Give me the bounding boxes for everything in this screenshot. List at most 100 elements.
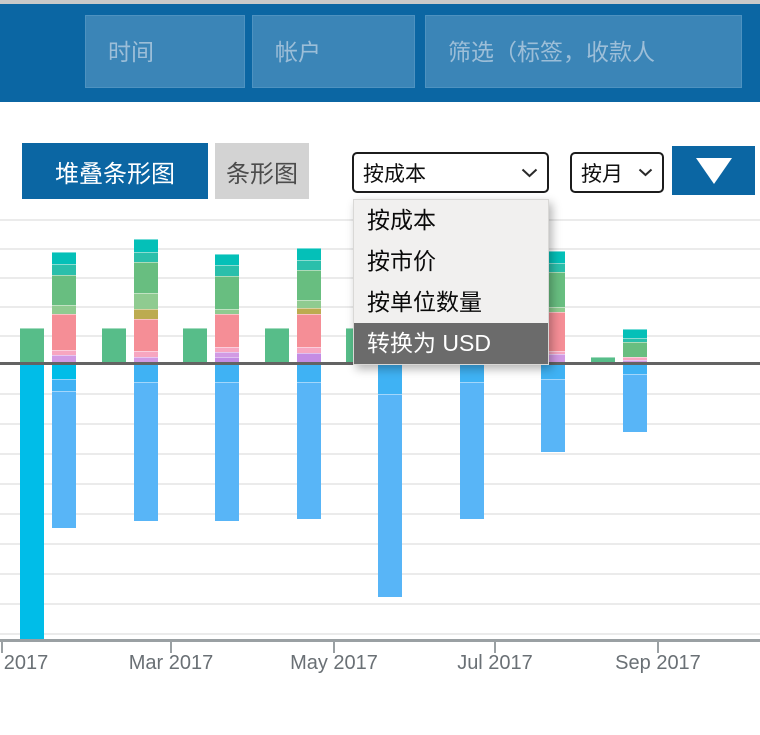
stacked-bar-chart-button[interactable]: 堆叠条形图	[22, 143, 208, 199]
x-axis-label: Mar 2017	[128, 652, 214, 674]
month-bar-income[interactable]	[509, 0, 533, 735]
x-axis-label: Sep 2017	[615, 652, 701, 674]
bar-segment-coral	[134, 319, 158, 351]
bar-segment-teal	[623, 329, 647, 338]
bar-segment-green_light	[297, 300, 321, 308]
bar-segment-teal2	[623, 338, 647, 342]
x-axis-label: Jul 2017	[457, 652, 533, 674]
month-bar-income[interactable]	[346, 0, 370, 735]
bar-segment-coral	[215, 314, 239, 347]
x-axis-label: May 2017	[290, 652, 378, 674]
month-bar-stacked[interactable]	[215, 0, 239, 735]
month-bar-stacked[interactable]	[378, 0, 402, 735]
x-axis-tick	[333, 642, 335, 653]
menu-item[interactable]: 按单位数量	[367, 289, 482, 315]
bar-segment-teal2	[297, 260, 321, 270]
bar-segment-green_light	[134, 293, 158, 309]
bar-segment-blue_light	[541, 379, 565, 452]
triangle-down-icon	[695, 157, 732, 184]
bar-segment-green_light	[541, 307, 565, 312]
bar-segment-purple	[297, 353, 321, 364]
bar-segment-blue_dark	[297, 364, 321, 382]
value-mode-select-value: 按成本	[363, 162, 426, 186]
filter-bar: 时间 帐户 筛选（标签，收款人	[0, 4, 760, 102]
month-bar-income[interactable]	[428, 0, 452, 735]
bar-segment-green_light	[215, 309, 239, 314]
bar-segment-green_single	[265, 328, 289, 364]
month-bar-income[interactable]	[265, 0, 289, 735]
bar-chart-button[interactable]: 条形图	[215, 143, 309, 199]
bar-segment-teal2	[215, 265, 239, 276]
bar-segment-pink	[623, 357, 647, 360]
bar-segment-green_single	[20, 328, 44, 364]
bar-segment-green	[623, 342, 647, 357]
bar-segment-pink	[52, 350, 76, 355]
bar-segment-blue_light	[297, 382, 321, 519]
top-strip	[0, 0, 760, 4]
tags-payee-filter-input[interactable]: 筛选（标签，收款人	[425, 15, 742, 88]
value-mode-select[interactable]: 按成本	[352, 152, 549, 193]
bar-segment-pink	[215, 347, 239, 352]
menu-item[interactable]: 按市价	[367, 248, 436, 274]
bar-segment-olive	[297, 308, 321, 314]
bar-segment-cyan	[20, 364, 44, 639]
bar-segment-blue_dark	[52, 379, 76, 391]
value-mode-dropdown-menu: 按成本按市价按单位数量转换为 USD	[353, 199, 549, 365]
month-bar-income[interactable]	[183, 0, 207, 735]
bar-segment-blue_dark	[541, 364, 565, 379]
bar-segment-teal	[297, 248, 321, 260]
bar-segment-violet	[541, 354, 565, 364]
bar-segment-green_light	[52, 305, 76, 314]
gridline	[0, 633, 760, 635]
month-bar-stacked[interactable]	[541, 0, 565, 735]
month-bar-stacked[interactable]	[134, 0, 158, 735]
bar-segment-teal	[52, 252, 76, 264]
bar-segment-green_single	[183, 328, 207, 364]
account-filter-input[interactable]: 帐户	[252, 15, 415, 88]
month-bar-stacked[interactable]	[52, 0, 76, 735]
bar-segment-blue_light	[215, 382, 239, 521]
month-bar-stacked[interactable]	[297, 0, 321, 735]
month-bar-income[interactable]	[20, 0, 44, 735]
bar-segment-teal	[134, 239, 158, 252]
bar-segment-pink	[541, 351, 565, 354]
bar-segment-violet	[134, 357, 158, 364]
menu-item[interactable]: 按成本	[367, 207, 436, 233]
bar-segment-coral	[297, 314, 321, 347]
bar-segment-violet	[52, 355, 76, 364]
bar-segment-green	[52, 275, 76, 305]
x-axis-label: 2017	[3, 652, 49, 674]
bar-segment-pink	[134, 351, 158, 357]
bar-segment-green_single	[591, 357, 615, 364]
month-bar-income[interactable]	[102, 0, 126, 735]
x-axis-tick	[657, 642, 659, 653]
period-select[interactable]: 按月	[570, 152, 664, 193]
menu-item[interactable]: 转换为 USD	[354, 323, 548, 364]
bar-segment-blue_dark	[378, 364, 402, 394]
gridline	[0, 603, 760, 605]
bar-segment-blue_dark	[134, 364, 158, 382]
month-bar-stacked[interactable]	[460, 0, 484, 735]
bar-segment-blue_light	[460, 382, 484, 519]
expand-chart-button[interactable]	[672, 146, 755, 195]
bar-segment-teal2	[134, 252, 158, 262]
period-select-value: 按月	[581, 162, 623, 186]
bar-segment-pink	[297, 347, 321, 353]
time-filter-input[interactable]: 时间	[85, 15, 245, 88]
bar-segment-blue_dark	[623, 364, 647, 374]
bar-segment-green	[134, 262, 158, 293]
bar-segment-violet	[215, 352, 239, 357]
month-bar-stacked[interactable]	[623, 0, 647, 735]
x-axis-tick	[1, 642, 3, 653]
bar-segment-cyan	[52, 364, 76, 379]
bar-segment-blue_light	[52, 391, 76, 528]
bar-segment-green	[297, 270, 321, 300]
bar-segment-purple	[215, 357, 239, 364]
month-bar-income[interactable]	[591, 0, 615, 735]
x-axis-tick	[494, 642, 496, 653]
x-axis-tick	[170, 642, 172, 653]
chevron-down-icon	[638, 168, 653, 177]
bar-segment-blue_light	[134, 382, 158, 521]
